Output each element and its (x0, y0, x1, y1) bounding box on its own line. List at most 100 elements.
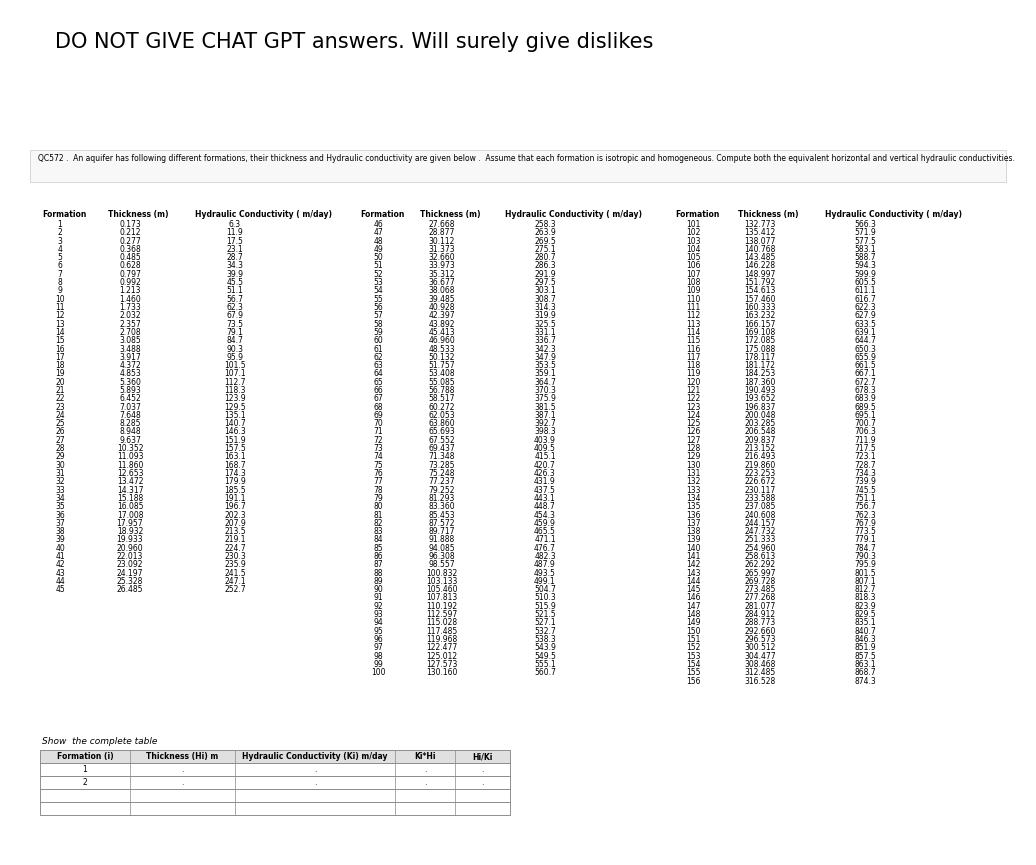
Text: 11.860: 11.860 (117, 461, 143, 470)
Text: 39.9: 39.9 (227, 270, 243, 279)
Text: 60: 60 (373, 336, 383, 345)
Text: 17: 17 (55, 353, 65, 362)
Text: 20: 20 (55, 378, 65, 387)
Text: 381.5: 381.5 (535, 402, 555, 412)
Text: 319.9: 319.9 (535, 311, 556, 320)
Text: 67.552: 67.552 (429, 436, 455, 445)
Text: 711.9: 711.9 (855, 436, 875, 445)
Text: 26: 26 (55, 427, 65, 437)
Text: 65.693: 65.693 (429, 427, 456, 437)
Text: 64: 64 (373, 369, 383, 378)
Text: 172.085: 172.085 (745, 336, 776, 345)
Text: 560.7: 560.7 (535, 668, 556, 677)
Text: 31.373: 31.373 (429, 245, 455, 254)
Text: 515.9: 515.9 (535, 602, 556, 611)
Text: 150: 150 (686, 627, 700, 636)
Text: 801.5: 801.5 (855, 568, 875, 578)
Text: 644.7: 644.7 (854, 336, 875, 345)
Text: .: . (181, 765, 183, 774)
Text: 300.512: 300.512 (744, 644, 776, 652)
Text: 140.768: 140.768 (744, 245, 776, 254)
Text: 56: 56 (373, 303, 383, 312)
Text: 104: 104 (686, 245, 700, 254)
FancyBboxPatch shape (30, 150, 1006, 182)
Text: 9.637: 9.637 (119, 436, 141, 445)
Text: 277.268: 277.268 (745, 593, 776, 603)
Text: 151: 151 (686, 635, 700, 644)
Text: 46: 46 (373, 220, 383, 229)
Text: 149: 149 (686, 618, 700, 627)
Text: 54: 54 (373, 286, 383, 296)
Text: 103.133: 103.133 (426, 577, 458, 586)
Text: 23.1: 23.1 (227, 245, 243, 254)
Text: 73.285: 73.285 (429, 461, 455, 470)
Text: 284.912: 284.912 (745, 610, 776, 619)
Text: 132: 132 (686, 477, 700, 486)
Text: 125.012: 125.012 (427, 651, 458, 661)
Text: 46.960: 46.960 (429, 336, 456, 345)
Text: 325.5: 325.5 (535, 319, 556, 329)
Text: 672.7: 672.7 (854, 378, 875, 387)
Text: 206.548: 206.548 (744, 427, 776, 437)
Text: 605.5: 605.5 (854, 279, 875, 287)
Text: 13.472: 13.472 (117, 477, 143, 486)
Text: 599.9: 599.9 (854, 270, 875, 279)
Text: 51: 51 (373, 261, 383, 271)
Text: 85.453: 85.453 (429, 510, 455, 520)
Text: 122: 122 (686, 394, 700, 403)
Text: 2.357: 2.357 (119, 319, 141, 329)
Text: 39.485: 39.485 (429, 295, 455, 304)
Text: 62.3: 62.3 (227, 303, 243, 312)
Text: 35: 35 (55, 503, 65, 511)
Text: 297.5: 297.5 (535, 279, 556, 287)
Text: 71.348: 71.348 (429, 452, 455, 461)
Text: 178.117: 178.117 (745, 353, 776, 362)
Text: 96: 96 (373, 635, 383, 644)
Text: 375.9: 375.9 (535, 394, 556, 403)
Text: 179.9: 179.9 (224, 477, 246, 486)
Text: 745.5: 745.5 (854, 485, 875, 495)
Text: 359.1: 359.1 (535, 369, 556, 378)
Text: 6.452: 6.452 (119, 394, 141, 403)
Text: 30: 30 (55, 461, 65, 470)
Text: 87.572: 87.572 (429, 519, 455, 528)
Text: 48: 48 (373, 237, 383, 246)
Text: 265.997: 265.997 (744, 568, 776, 578)
Text: .: . (424, 765, 426, 774)
Text: 130.160: 130.160 (426, 668, 458, 677)
Text: 63: 63 (373, 361, 383, 370)
Text: 28: 28 (55, 444, 64, 453)
Text: 134: 134 (686, 494, 700, 503)
Text: 3.085: 3.085 (119, 336, 141, 345)
Text: 627.9: 627.9 (854, 311, 875, 320)
Text: 75: 75 (373, 461, 383, 470)
Text: 36: 36 (55, 510, 65, 520)
Text: 11.9: 11.9 (227, 228, 243, 237)
Text: 308.7: 308.7 (535, 295, 556, 304)
Text: 91: 91 (373, 593, 383, 603)
Text: 426.3: 426.3 (535, 469, 556, 478)
Text: 79.1: 79.1 (227, 328, 243, 336)
Text: 31: 31 (55, 469, 65, 478)
Text: 510.3: 510.3 (535, 593, 556, 603)
Text: 146.3: 146.3 (224, 427, 246, 437)
Text: 403.9: 403.9 (535, 436, 556, 445)
Text: 23.092: 23.092 (117, 561, 143, 569)
Text: 611.1: 611.1 (855, 286, 875, 296)
Text: 112.597: 112.597 (427, 610, 458, 619)
Text: 734.3: 734.3 (854, 469, 875, 478)
Text: 2.708: 2.708 (119, 328, 141, 336)
Text: 219.860: 219.860 (745, 461, 776, 470)
Text: 143.485: 143.485 (744, 253, 776, 262)
Text: 56.7: 56.7 (227, 295, 243, 304)
Text: 17.008: 17.008 (117, 510, 143, 520)
Text: 639.1: 639.1 (854, 328, 875, 336)
Text: Show  the complete table: Show the complete table (42, 737, 157, 746)
Text: 14.317: 14.317 (117, 485, 143, 495)
Text: 650.3: 650.3 (854, 344, 875, 354)
Text: 67.9: 67.9 (227, 311, 243, 320)
Text: 767.9: 767.9 (854, 519, 875, 528)
Text: 465.5: 465.5 (535, 527, 556, 536)
Text: 135.412: 135.412 (745, 228, 776, 237)
Text: 66: 66 (373, 386, 383, 395)
